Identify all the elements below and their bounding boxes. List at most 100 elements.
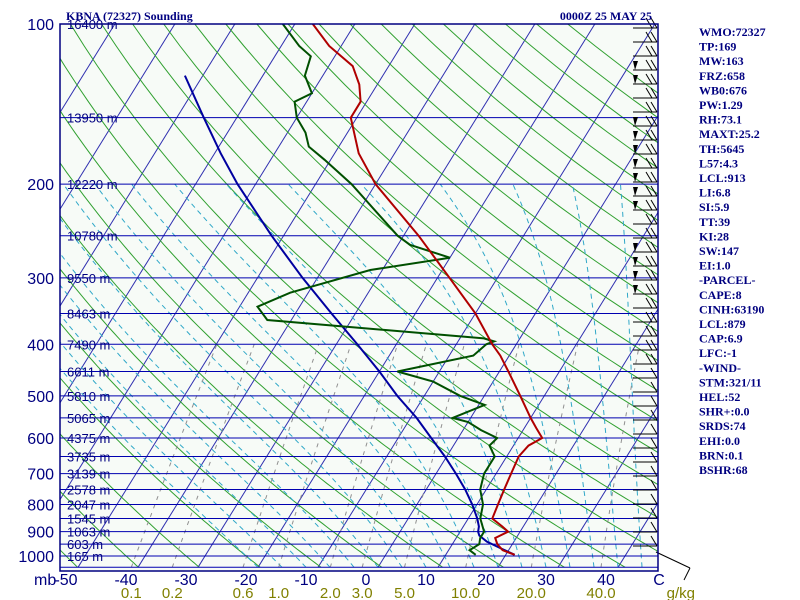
wind-barb-feather [645,31,653,43]
moist-adiabat-line [174,183,475,568]
wind-barb-feather [650,381,658,393]
isotherm-line [77,24,416,568]
wind-barb [633,353,658,365]
wind-barb-pennant [633,285,638,294]
wind-barb-feather [650,367,658,379]
wind-barb-feather [650,101,658,113]
height-label: 1545 m [67,511,110,526]
mixing-ratio-line [465,344,520,568]
wind-barb [633,283,658,295]
wind-barb-feather [650,143,658,155]
parcel-trace [183,75,516,556]
isotherm-line [557,405,658,568]
temperature-trace [311,24,544,556]
wind-barb-feather [650,59,658,71]
mixing-ratio-tick-label: 0.2 [162,585,183,600]
wind-barb [633,325,658,337]
wind-barb-feather [650,339,658,351]
wind-barb [633,255,658,267]
moist-adiabat-line [60,252,355,568]
wind-barb [633,269,658,281]
wind-barb-feather [650,45,658,57]
height-label: 5810 m [67,389,110,404]
wind-barb-feather [650,213,658,225]
wind-barb-feather [650,129,658,141]
index-item: EI:1.0 [699,259,731,273]
pressure-tick-label: 500 [27,389,54,406]
pressure-unit-label: mb [34,572,56,589]
isotherm-line [197,24,536,568]
wind-barb-pennant [633,145,638,154]
wind-barb-feather [650,31,658,43]
wind-barb-feather [650,87,658,99]
wind-barb-feather [650,507,658,519]
mixing-ratio-line [530,344,579,568]
wind-barb-feather [650,325,658,337]
wind-barb [633,535,658,547]
temperature-tick-label: 40 [597,572,615,589]
pressure-tick-label: 100 [27,17,54,34]
wind-barb-pennant [633,159,638,168]
temperature-tick-label: -20 [234,572,257,589]
temperature-tick-label: -10 [294,572,317,589]
wind-barb [633,437,658,449]
isotherm-line [60,24,176,211]
height-label: 1063 m [67,525,110,540]
wind-barb-feather [650,493,658,505]
mixing-ratio-tick-label: 20.0 [517,585,546,600]
wind-barb-feather [650,535,658,547]
wind-barb-feather [650,269,658,281]
height-label: 6611 m [67,365,109,380]
index-item: BSHR:68 [699,463,748,477]
wind-barb-feather [650,521,658,533]
wind-barb [633,241,658,253]
index-item: WMO:72327 [699,25,766,39]
wind-barb-feather [645,115,653,127]
mixing-ratio-line [329,344,399,568]
wind-barb-feather [645,353,653,365]
height-label: 7490 m [67,337,110,352]
wind-barb-feather [650,395,658,407]
mixing-ratio-line [242,344,320,568]
wind-barb-feather [645,311,653,323]
index-item: SRDS:74 [699,419,746,433]
height-label: 3735 m [67,449,110,464]
dry-adiabat-line [60,490,139,568]
wind-barb [633,143,658,155]
pressure-tick-label: 900 [27,525,54,542]
wind-barb-pennant [633,201,638,210]
wind-barb [633,381,658,393]
index-item: LFC:-1 [699,346,737,360]
wind-barb-feather [650,73,658,85]
wind-barb [633,423,658,435]
wind-barb [633,199,658,211]
wind-barb-pennant [633,173,638,182]
index-item: TT:39 [699,215,730,229]
index-item: -PARCEL- [699,273,755,287]
isobar-lines [60,23,658,568]
wind-barb-pennant [633,187,638,196]
profile-lines [183,24,544,556]
height-label: 603 m [67,537,103,552]
temperature-axis-labels: -50 -40 -30 -20 -10 0 10 20 30 40 C [54,572,664,589]
wind-barb [633,101,658,113]
index-item: WB0:676 [699,83,747,97]
mixing-ratio-line [361,344,427,568]
wind-barb-feather [645,143,653,155]
index-item: LCL:913 [699,171,746,185]
index-item: KI:28 [699,229,729,243]
wind-barb [633,17,658,29]
mixing-ratio-tick-label: 5.0 [394,585,415,600]
moist-adiabat-line [60,284,331,568]
index-item: PW:1.29 [699,98,743,112]
wind-barb [633,479,658,491]
wind-barb [633,129,658,141]
height-label: 9550 m [67,271,110,286]
wind-barb-feather [645,325,653,337]
height-labels: 16400 m 13950 m 12220 m 10780 m 9550 m 8463 m… [67,17,118,564]
mixing-ratio-tick-label: 0.1 [121,585,142,600]
wind-barb-pennant [633,131,638,140]
wind-barb-feather [645,101,653,113]
index-item: SW:147 [699,244,739,258]
temperature-tick-label: 30 [537,572,555,589]
